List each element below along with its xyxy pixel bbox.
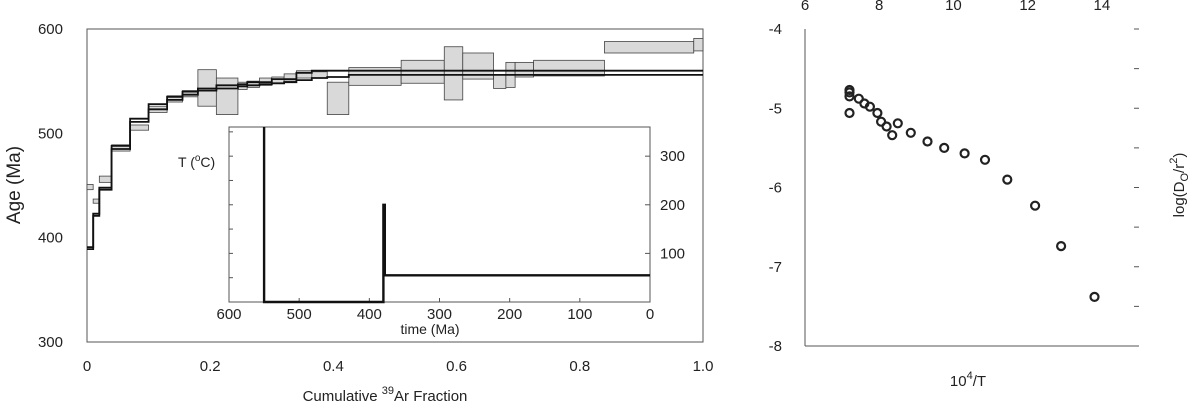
data-point: [939, 142, 950, 153]
inset-x-tick-label: 400: [357, 306, 382, 323]
spectrum-step-box: [215, 77, 239, 115]
inset-y-tick-label: 200: [660, 197, 685, 214]
data-point: [844, 107, 855, 119]
x-tick-label: 0.6: [446, 358, 467, 375]
spectrum-step-box: [493, 74, 507, 89]
data-point: [922, 136, 933, 147]
data-point: [905, 127, 916, 138]
x-axis-title-sup: 39: [382, 385, 394, 397]
x-tick-label: 0.4: [323, 358, 344, 375]
data-point: [844, 91, 855, 102]
spectrum-step-box: [271, 76, 285, 84]
y-tick-label: -8: [769, 338, 782, 355]
x-axis-title-main: 10: [950, 373, 967, 390]
inset-y-title-main: T (: [178, 154, 195, 170]
spectrum-step-box: [92, 198, 100, 204]
age-spectrum-chart: 0 0.2 0.4 0.6 0.8 1.0 300 400 500 600 Age (Ma) Cumu…: [4, 21, 713, 405]
data-point: [1055, 241, 1067, 252]
top-x-tick-label: 10: [945, 0, 962, 14]
top-x-tick-label: 6: [801, 0, 809, 14]
inset-x-axis-title: time (Ma): [400, 321, 459, 337]
spectrum-step-box: [604, 41, 695, 54]
y-axis-title-sup: 2: [1168, 158, 1180, 164]
y-tick-label: -7: [769, 259, 782, 276]
data-point: [979, 154, 991, 165]
inset-x-tick-label: 200: [497, 306, 522, 323]
spectrum-step-box: [296, 70, 313, 79]
spectrum-step-box: [283, 73, 297, 82]
inset-x-tick-label: 500: [287, 306, 312, 323]
y-axis-title-mid: /r: [1171, 164, 1188, 173]
inset-chart: 100 200 300 600 500 400 300 200 100 0 T (oC) time (…: [178, 126, 685, 337]
x-tick-label: 0: [83, 358, 91, 375]
x-axis-title-tail: /T: [973, 373, 986, 390]
data-point: [892, 118, 903, 129]
x-axis-title-main: Cumulative: [303, 388, 382, 405]
inset-frame: [228, 126, 651, 303]
spectrum-step-box: [311, 71, 328, 79]
x-tick-label: 0.2: [200, 358, 221, 375]
inset-temperature-path: [262, 127, 650, 304]
y-axis-title-tail: ): [1171, 153, 1188, 158]
data-point: [844, 87, 855, 98]
y-tick-label: 400: [38, 230, 63, 247]
x-axis-title-sup: 4: [967, 370, 973, 382]
inset-y-title-sup: o: [195, 153, 201, 164]
x-axis-title: 104/T: [950, 370, 986, 390]
data-point: [864, 101, 876, 112]
data-point: [872, 107, 883, 119]
spectrum-step-box: [533, 59, 605, 77]
x-tick-label: 1.0: [693, 358, 714, 375]
y-tick-label: -4: [769, 21, 782, 38]
data-point: [881, 121, 892, 132]
data-point: [887, 130, 898, 141]
inset-y-title-tail: C): [200, 154, 215, 170]
data-point: [1002, 174, 1013, 185]
y-axis-title: Age (Ma): [4, 146, 25, 224]
x-axis-title-tail: Ar Fraction: [394, 388, 467, 405]
spectrum-step-box: [443, 46, 464, 101]
spectrum-step-box: [129, 124, 149, 131]
spectrum-step-box: [400, 59, 445, 84]
spectrum-step-box: [693, 37, 704, 52]
y-tick-label: 500: [38, 125, 63, 142]
y-axis-title-main: log(D: [1171, 181, 1188, 217]
y-axis-title: log(DO/r2): [1168, 153, 1191, 218]
model-age-line: [87, 74, 703, 250]
data-point: [959, 148, 970, 159]
inset-y-tick-label: 300: [660, 148, 685, 165]
top-x-tick-label: 14: [1094, 0, 1111, 14]
model-age-line: [87, 69, 703, 248]
y-tick-label: -5: [769, 100, 782, 117]
x-tick-label: 0.8: [569, 358, 590, 375]
top-x-tick-label: 12: [1019, 0, 1036, 14]
spectrum-step-box: [98, 175, 113, 183]
x-axis-title: Cumulative 39Ar Fraction: [303, 385, 468, 405]
y-tick-label: 300: [38, 334, 63, 351]
inset-x-tick-label: 100: [567, 306, 592, 323]
spectrum-step-box: [86, 184, 94, 191]
inset-x-tick-label: 600: [216, 306, 241, 323]
y-axis-title-sub: O: [1179, 173, 1191, 182]
y-tick-label: 600: [38, 21, 63, 38]
y-tick-label: -6: [769, 180, 782, 197]
inset-y-axis-title: T (oC): [178, 153, 215, 170]
spectrum-step-box: [326, 81, 350, 115]
data-point: [1029, 200, 1041, 211]
data-point: [1089, 291, 1100, 302]
inset-x-tick-label: 300: [427, 306, 452, 323]
top-x-tick-label: 8: [875, 0, 883, 14]
inset-x-tick-label: 0: [646, 306, 654, 323]
inset-y-tick-label: 100: [660, 245, 685, 262]
